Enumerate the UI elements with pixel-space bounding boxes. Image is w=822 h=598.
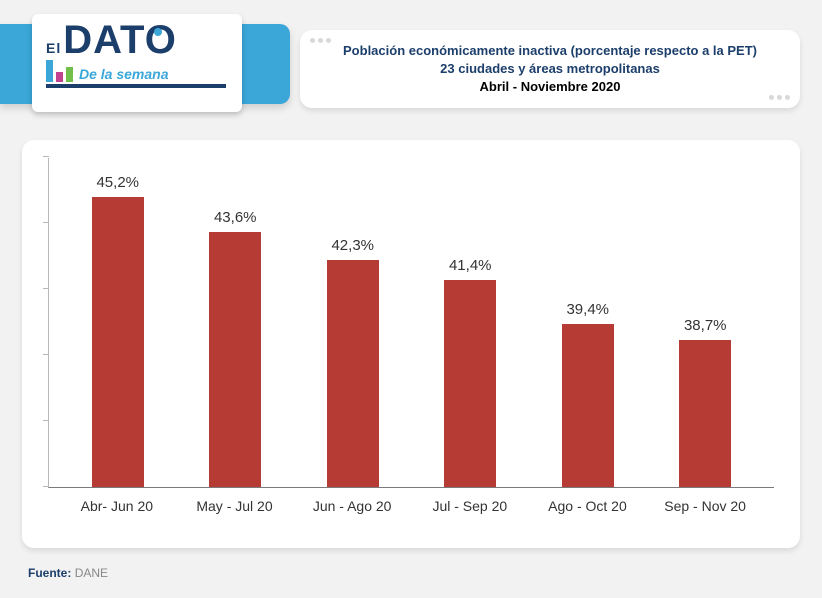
chart-x-label: Sep - Nov 20: [655, 498, 755, 514]
chart-title: Población económicamente inactiva (porce…: [340, 42, 760, 77]
chart-card: 45,2% 43,6% 42,3% 41,4% 39,4% 38,7% Abr- Jun …: [22, 140, 800, 548]
chart-bar: [444, 280, 496, 487]
chart-bar: [209, 232, 261, 487]
chart-ytick: [43, 420, 49, 421]
logo-word: DATO: [63, 20, 177, 60]
chart-x-label: Jun - Ago 20: [302, 498, 402, 514]
chart-ytick: [43, 222, 49, 223]
source-footer: Fuente: DANE: [28, 566, 108, 580]
chart-value-label: 45,2%: [96, 174, 139, 191]
chart-subtitle: Abril - Noviembre 2020: [340, 79, 760, 94]
header-band: El DATO De la semana Población económica…: [0, 0, 822, 130]
logo-letter: D: [63, 18, 93, 62]
chart-value-label: 38,7%: [684, 317, 727, 334]
source-value: DANE: [75, 566, 108, 580]
chart-x-label: May - Jul 20: [184, 498, 284, 514]
chart-bar: [92, 197, 144, 487]
chart-x-label: Ago - Oct 20: [537, 498, 637, 514]
chart-bar-group: 45,2%: [68, 174, 168, 487]
chart-bar: [679, 340, 731, 487]
title-card: Población económicamente inactiva (porce…: [300, 30, 800, 108]
dots-icon: [310, 38, 331, 43]
chart-ytick: [43, 288, 49, 289]
chart-bar-group: 38,7%: [655, 317, 755, 487]
chart-value-label: 43,6%: [214, 209, 257, 226]
chart-bar: [562, 324, 614, 487]
logo-card: El DATO De la semana: [32, 14, 242, 112]
logo-letter: A: [93, 18, 120, 62]
chart-ytick: [43, 354, 49, 355]
logo-prefix: El: [46, 40, 61, 56]
chart-x-label: Jul - Sep 20: [420, 498, 520, 514]
chart-bar-group: 42,3%: [303, 237, 403, 487]
logo-bar-1: [46, 60, 53, 82]
chart-bar: [327, 260, 379, 487]
chart-ytick: [43, 156, 49, 157]
logo-subtitle: De la semana: [79, 66, 169, 82]
chart-bar-group: 43,6%: [185, 209, 285, 487]
chart-bar-group: 41,4%: [420, 257, 520, 487]
chart-ytick: [43, 486, 49, 487]
chart-value-label: 39,4%: [566, 301, 609, 318]
chart-x-label: Abr- Jun 20: [67, 498, 167, 514]
logo-bar-2: [56, 72, 63, 82]
chart-value-label: 42,3%: [331, 237, 374, 254]
chart-bar-group: 39,4%: [538, 301, 638, 487]
dots-icon: [769, 95, 790, 100]
logo-letter-o: O: [145, 18, 177, 62]
chart-bars: 45,2% 43,6% 42,3% 41,4% 39,4% 38,7%: [49, 158, 774, 487]
chart-plot: 45,2% 43,6% 42,3% 41,4% 39,4% 38,7%: [48, 158, 774, 488]
logo-underline: [46, 84, 226, 88]
chart-x-labels: Abr- Jun 20 May - Jul 20 Jun - Ago 20 Jul -…: [48, 488, 774, 514]
source-label: Fuente:: [28, 566, 71, 580]
logo-letter: T: [120, 18, 145, 62]
chart-value-label: 41,4%: [449, 257, 492, 274]
logo-bar-3: [66, 67, 73, 82]
